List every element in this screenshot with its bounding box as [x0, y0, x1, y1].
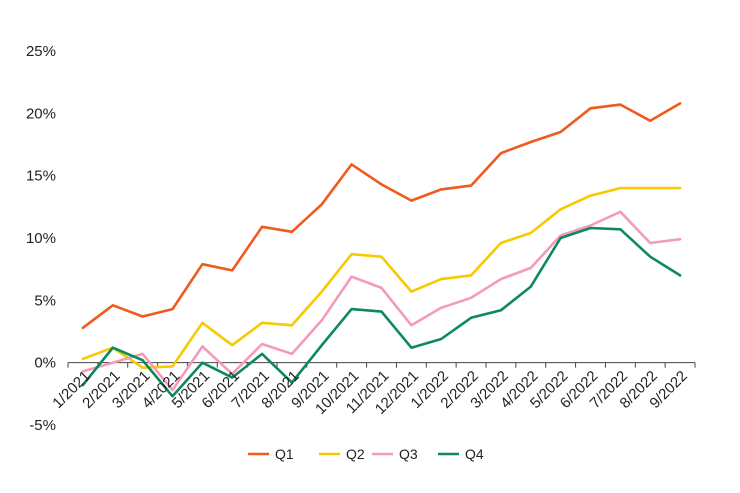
y-tick-label: 15% [26, 168, 56, 185]
legend: Q1 Q2 Q3 Q4 [248, 446, 484, 462]
series-line-q2 [81, 186, 682, 370]
series-line-q1 [81, 102, 682, 330]
legend-label: Q2 [346, 446, 365, 462]
y-tick-label: 0% [34, 355, 56, 372]
y-axis-ticks: -5% 0% 5% 10% 15% 20% 25% [26, 43, 56, 434]
y-tick-label: 5% [34, 292, 56, 309]
legend-item-q1: Q1 [248, 446, 294, 462]
series-line-q4 [81, 226, 682, 398]
legend-label: Q3 [399, 446, 418, 462]
series-lines [81, 102, 682, 398]
y-tick-label: -5% [29, 417, 56, 434]
series-line-q3 [81, 210, 682, 392]
legend-label: Q1 [275, 446, 294, 462]
legend-item-q2: Q2 [319, 446, 365, 462]
legend-item-q4: Q4 [438, 446, 484, 462]
legend-item-q3: Q3 [372, 446, 418, 462]
x-axis-tick-labels: 1/20212/20213/20214/20215/20216/20217/20… [49, 367, 691, 417]
x-axis-tickmarks [67, 362, 696, 368]
legend-label: Q4 [465, 446, 484, 462]
y-tick-label: 10% [26, 230, 56, 247]
y-tick-label: 25% [26, 43, 56, 60]
y-tick-label: 20% [26, 105, 56, 122]
